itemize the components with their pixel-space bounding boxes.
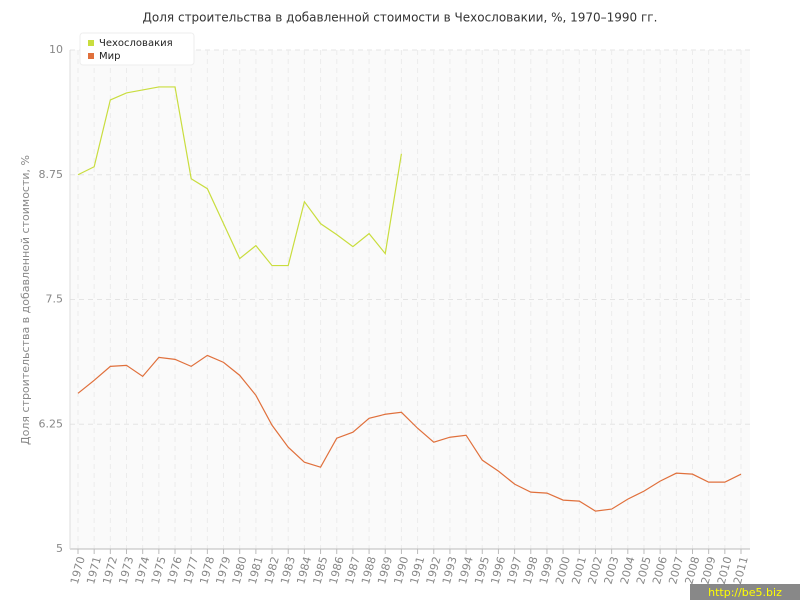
legend: Чехословакия Мир [79,32,195,66]
legend-swatch [88,53,94,59]
y-tick-label: 5 [56,542,63,555]
y-tick-label: 7.5 [46,293,64,306]
lines [77,86,742,512]
y-tick-label: 8.75 [39,168,64,181]
y-axis-label: Доля строительства в добавленной стоимос… [19,155,32,445]
series-line [77,86,403,267]
y-tick-label: 10 [49,43,63,56]
watermark-box [690,584,800,600]
legend-label: Мир [99,51,120,62]
y-tick-label: 6.25 [39,417,64,430]
chart-title: Доля строительства в добавленной стоимос… [143,11,658,25]
series-line [77,354,742,512]
legend-box [79,32,195,66]
legend-label: Чехословакия [99,38,173,49]
watermark: http://be5.biz [708,586,782,599]
legend-swatch [88,40,94,46]
